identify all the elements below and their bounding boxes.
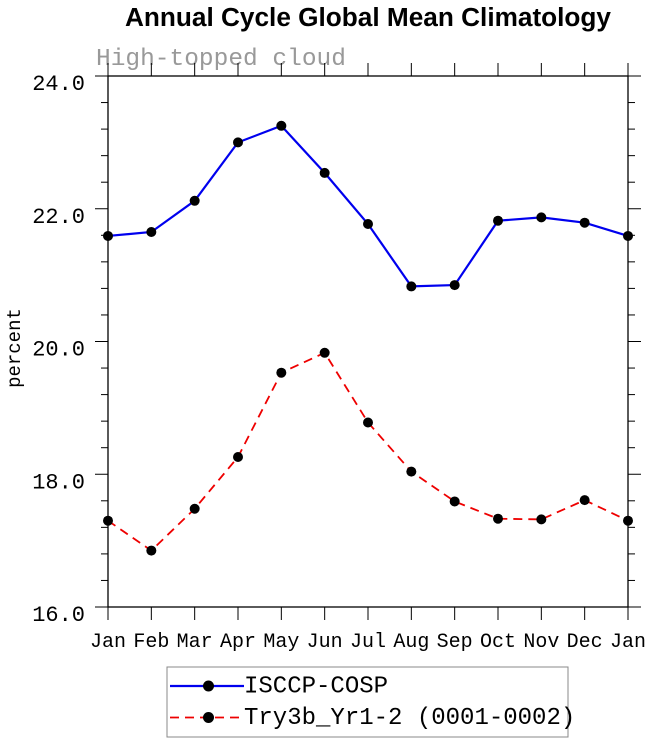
svg-text:Oct: Oct xyxy=(480,631,516,654)
svg-text:Mar: Mar xyxy=(177,631,213,654)
svg-text:Dec: Dec xyxy=(567,631,603,654)
svg-text:Nov: Nov xyxy=(523,631,559,654)
svg-text:percent: percent xyxy=(4,308,26,388)
svg-text:22.0: 22.0 xyxy=(32,205,85,230)
svg-text:24.0: 24.0 xyxy=(32,72,85,97)
svg-text:May: May xyxy=(263,631,299,654)
svg-text:16.0: 16.0 xyxy=(32,603,85,628)
svg-text:18.0: 18.0 xyxy=(32,470,85,495)
svg-text:ISCCP-COSP: ISCCP-COSP xyxy=(244,674,388,701)
svg-text:Sep: Sep xyxy=(437,631,473,654)
svg-text:Jun: Jun xyxy=(307,631,343,654)
svg-text:20.0: 20.0 xyxy=(32,338,85,363)
svg-text:High-topped cloud: High-topped cloud xyxy=(96,46,346,73)
svg-text:Jan: Jan xyxy=(90,631,126,654)
svg-text:Annual Cycle Global Mean Clima: Annual Cycle Global Mean Climatology xyxy=(125,2,611,32)
svg-text:Feb: Feb xyxy=(133,631,169,654)
svg-text:Try3b_Yr1-2 (0001-0002): Try3b_Yr1-2 (0001-0002) xyxy=(244,705,575,732)
svg-text:Jul: Jul xyxy=(350,631,386,654)
svg-text:Jan: Jan xyxy=(610,631,646,654)
svg-text:Aug: Aug xyxy=(393,631,429,654)
svg-text:Apr: Apr xyxy=(220,631,256,654)
